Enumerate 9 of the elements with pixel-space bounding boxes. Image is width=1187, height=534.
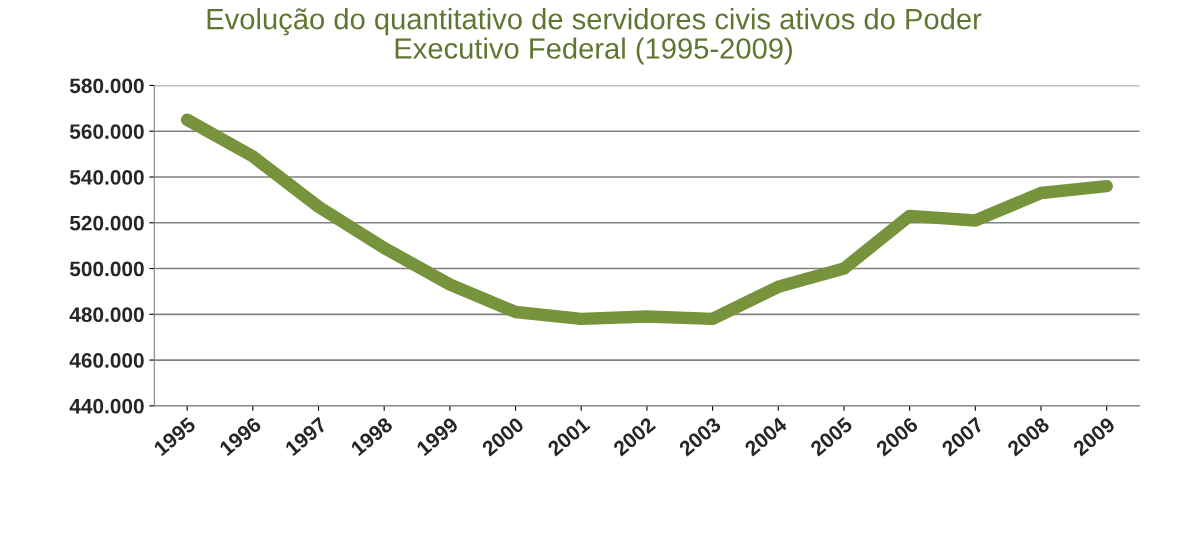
chart-title: Evolução do quantitativo de servidores civis ativos do Poder Executivo Federal (1995-2009) — [207, 8, 982, 65]
y-tick-label: 440.000 — [69, 398, 144, 414]
y-tick-label: 540.000 — [69, 169, 144, 185]
y-tick-label: 480.000 — [69, 307, 144, 323]
y-tick-label: 460.000 — [69, 353, 144, 368]
y-tick-label: 560.000 — [69, 124, 144, 139]
y-tick-label: 520.000 — [69, 215, 144, 231]
y-tick-label: 500.000 — [69, 261, 144, 277]
y-tick-label: 580.000 — [69, 78, 144, 94]
